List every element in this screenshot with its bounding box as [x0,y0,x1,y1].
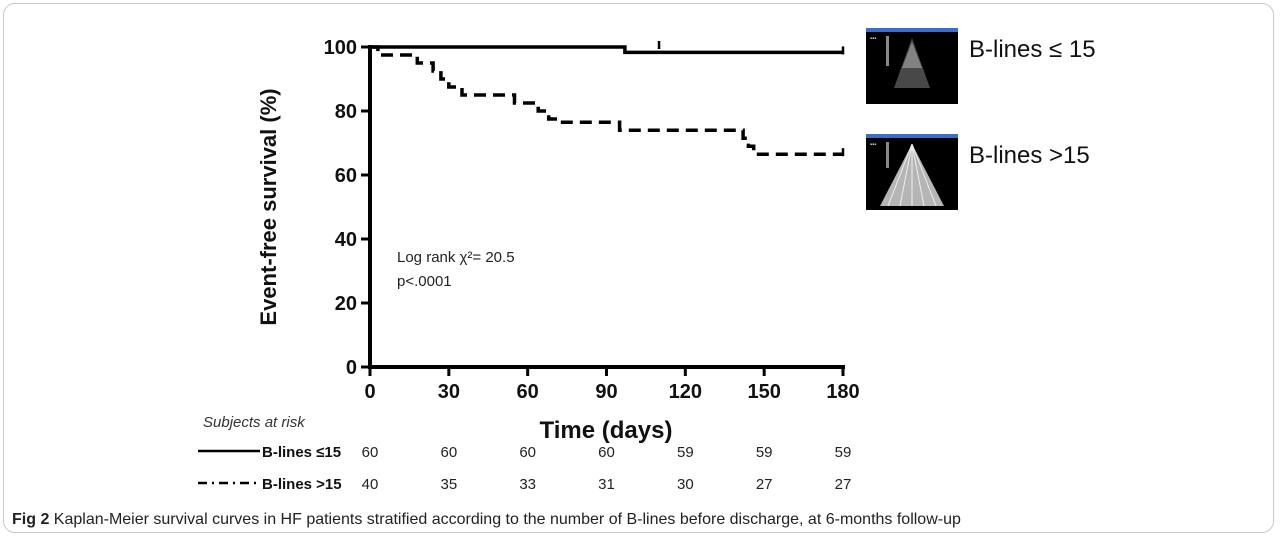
x-tick-label: 120 [669,381,702,403]
risk-value: 40 [362,476,379,493]
risk-value: 35 [440,476,457,493]
ultrasound-thumbnail-high: ▪▪▪ [866,134,958,210]
svg-text:▪▪▪: ▪▪▪ [870,142,876,148]
x-axis-label: Time (days) [540,417,673,444]
risk-table: Subjects at risk B-lines ≤15 60 60 60 60 59 59 5… [198,414,851,493]
y-tick-label: 40 [335,229,357,251]
y-axis-label: Event-free survival (%) [256,88,281,325]
thumbnail-label-high: B-lines >15 [969,142,1090,169]
chart-axes: 0 20 40 60 80 100 0 30 60 90 120 150 180 [324,37,860,403]
y-tick-label: 80 [335,101,357,123]
x-tick-label: 0 [364,381,375,403]
risk-value: 27 [756,476,773,493]
figure-caption-text: Kaplan-Meier survival curves in HF patie… [49,511,961,528]
thumbnail-label-low: B-lines ≤ 15 [969,36,1096,63]
x-tick-label: 150 [747,381,780,403]
p-value-annotation: p<.0001 [397,273,452,290]
series-line-high [370,45,843,156]
risk-value: 59 [835,444,852,461]
risk-value: 27 [835,476,852,493]
chart-series [370,41,845,157]
risk-table-title: Subjects at risk [203,414,306,431]
series-line-low [370,45,843,55]
figure-frame [3,3,1274,533]
figure-caption: Fig 2 Kaplan-Meier survival curves in HF… [12,511,961,529]
y-tick-label: 60 [335,165,357,187]
risk-value: 33 [519,476,536,493]
ultrasound-thumbnail-low: ▪▪▪ [866,28,958,104]
risk-value: 60 [598,444,615,461]
risk-value: 60 [362,444,379,461]
risk-row-label: B-lines >15 [262,476,342,493]
x-tick-label: 90 [595,381,617,403]
x-tick-label: 60 [517,381,539,403]
x-tick-label: 30 [438,381,460,403]
logrank-annotation: Log rank χ²= 20.5 [397,249,515,266]
y-tick-label: 20 [335,293,357,315]
svg-text:▪▪▪: ▪▪▪ [870,36,876,42]
risk-value: 60 [440,444,457,461]
figure-caption-label: Fig 2 [12,511,50,528]
x-tick-label: 180 [826,381,859,403]
risk-value: 59 [677,444,694,461]
risk-value: 59 [756,444,773,461]
risk-row-label: B-lines ≤15 [262,444,341,461]
risk-value: 30 [677,476,694,493]
y-tick-label: 100 [324,37,357,59]
risk-value: 60 [519,444,536,461]
y-tick-label: 0 [346,357,357,379]
risk-value: 31 [598,476,615,493]
